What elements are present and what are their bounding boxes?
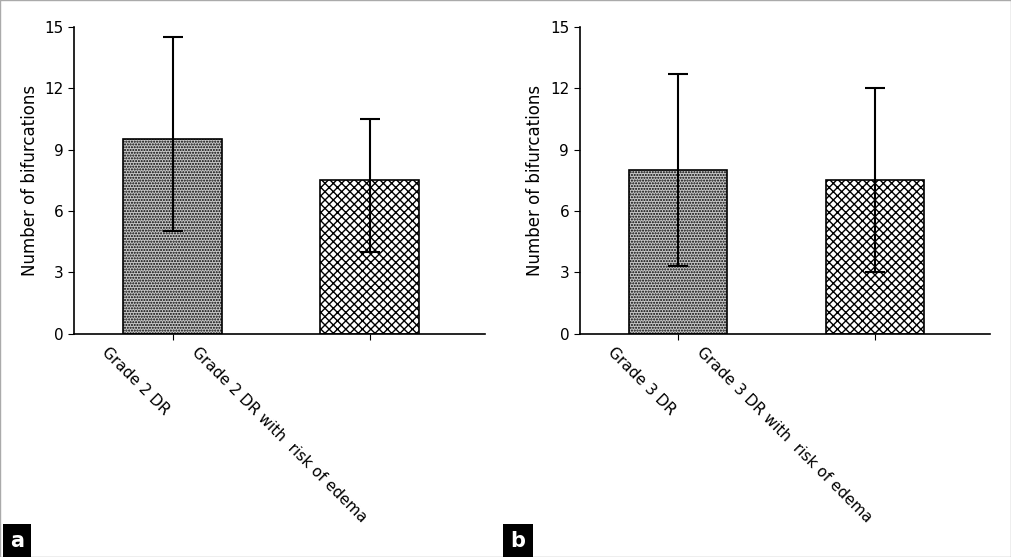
Bar bbox=[320, 180, 419, 334]
Bar bbox=[826, 180, 924, 334]
Y-axis label: Number of bifurcations: Number of bifurcations bbox=[527, 85, 544, 276]
Y-axis label: Number of bifurcations: Number of bifurcations bbox=[21, 85, 38, 276]
Text: b: b bbox=[511, 531, 526, 551]
Bar bbox=[123, 139, 221, 334]
Bar bbox=[629, 170, 727, 334]
Text: a: a bbox=[10, 531, 24, 551]
